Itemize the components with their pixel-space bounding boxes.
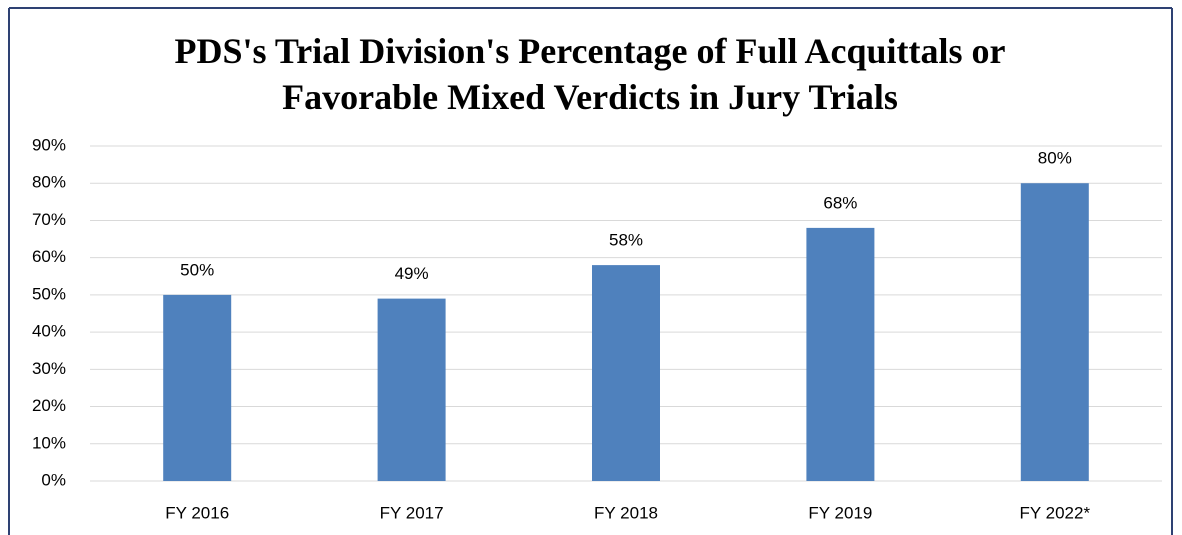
y-tick-label: 90% xyxy=(32,135,66,154)
data-label: 49% xyxy=(395,264,429,283)
y-tick-label: 30% xyxy=(32,359,66,378)
x-tick-label: FY 2019 xyxy=(808,503,872,522)
bar xyxy=(1020,183,1089,481)
x-tick-label: FY 2016 xyxy=(165,503,229,522)
y-tick-label: 20% xyxy=(32,396,66,415)
x-tick-label: FY 2022* xyxy=(1020,503,1091,522)
data-label: 80% xyxy=(1038,149,1072,168)
y-tick-label: 0% xyxy=(41,470,66,489)
data-label: 58% xyxy=(609,231,643,250)
bar xyxy=(806,227,875,481)
y-tick-label: 70% xyxy=(32,210,66,229)
bar xyxy=(163,294,232,481)
data-label: 50% xyxy=(180,260,214,279)
x-tick-label: FY 2017 xyxy=(380,503,444,522)
bar xyxy=(377,298,446,481)
y-tick-label: 60% xyxy=(32,247,66,266)
y-tick-label: 50% xyxy=(32,284,66,303)
chart-title: PDS's Trial Division's Percentage of Ful… xyxy=(174,31,1006,117)
y-tick-label: 40% xyxy=(32,322,66,341)
x-tick-label: FY 2018 xyxy=(594,503,658,522)
bar xyxy=(592,265,660,481)
y-tick-label: 10% xyxy=(32,433,66,452)
data-label: 68% xyxy=(823,193,857,212)
y-tick-label: 80% xyxy=(32,173,66,192)
